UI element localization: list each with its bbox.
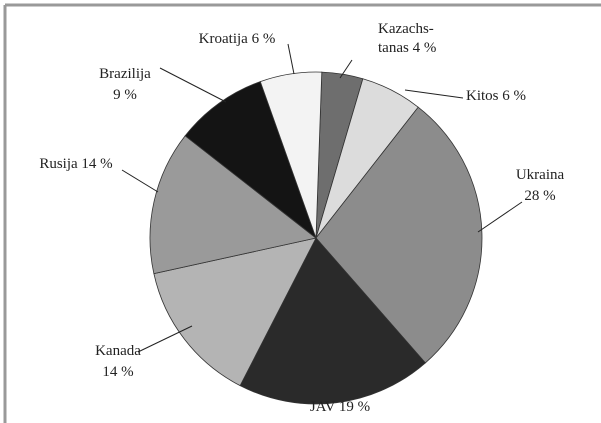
pie-slice xyxy=(153,237,317,387)
leader-line xyxy=(339,59,353,79)
slice-label: Kroatija 6 % xyxy=(199,31,276,47)
label-part: tanas xyxy=(378,40,413,56)
label-part: Kanada xyxy=(95,343,141,359)
slice-label: Brazilija 9 % xyxy=(99,66,151,103)
leader-line xyxy=(287,43,295,75)
label-part: 6 % xyxy=(502,88,526,104)
label-part: JAV xyxy=(310,399,339,415)
label-part: Rusija xyxy=(39,156,81,172)
leader-line xyxy=(159,67,227,103)
label-part: 4 % xyxy=(413,40,437,56)
leader-line xyxy=(121,169,159,193)
label-part: 19 % xyxy=(339,399,370,415)
label-part: 28 % xyxy=(524,188,555,204)
slice-label: JAV 19 % xyxy=(310,399,370,415)
slice-label: Rusija 14 % xyxy=(39,156,112,172)
label-part: Kazachs- xyxy=(378,21,434,37)
leader-line xyxy=(404,89,464,99)
pie-slice xyxy=(315,106,483,364)
label-part: Ukraina xyxy=(516,167,565,183)
slice-label: Kitos 6 % xyxy=(466,88,526,104)
slice-label: Kanada 14 % xyxy=(95,343,141,380)
slice-label: Kazachs-tanas 4 % xyxy=(378,21,436,56)
label-part: Kitos xyxy=(466,88,502,104)
label-part: 9 % xyxy=(113,87,137,103)
slice-label: Ukraina 28 % xyxy=(516,167,565,204)
pie-slice xyxy=(149,135,317,275)
label-part: 6 % xyxy=(252,31,276,47)
pie-slice xyxy=(239,237,426,405)
label-part: 14 % xyxy=(81,156,112,172)
leader-line xyxy=(137,325,193,353)
pie-slice xyxy=(259,71,323,239)
label-part: 14 % xyxy=(102,364,133,380)
label-part: Brazilija xyxy=(99,66,151,82)
label-part: Kroatija xyxy=(199,31,252,47)
pie-slice xyxy=(184,81,317,240)
leader-line xyxy=(477,201,523,233)
